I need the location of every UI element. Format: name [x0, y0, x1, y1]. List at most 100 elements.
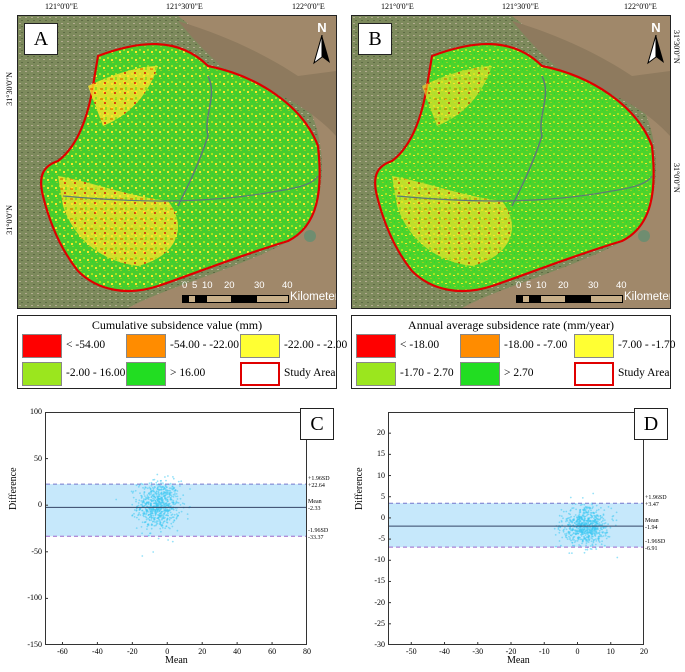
scatter-point — [150, 484, 153, 487]
scatter-point — [572, 519, 575, 521]
map-a-scale-bar: 0 5 10 20 30 40 Kilometers — [182, 280, 336, 306]
scatter-point — [138, 484, 141, 487]
scatter-point — [164, 516, 166, 519]
north-arrow-icon — [647, 34, 664, 65]
scatter-point — [130, 490, 133, 493]
scatter-point — [573, 515, 576, 518]
chart-c-xlabel: Mean — [165, 655, 188, 666]
scatter-point — [164, 511, 166, 514]
scatter-point — [565, 528, 568, 531]
scatter-point — [557, 528, 560, 530]
scatter-point — [160, 499, 163, 502]
legend-label: -54.00 - -22.00 — [170, 339, 239, 351]
legend-label: < -54.00 — [66, 339, 106, 351]
y-tick-label: -150 — [27, 640, 42, 649]
scatter-point — [562, 510, 565, 513]
scatter-point — [153, 518, 156, 521]
legend-swatch — [240, 334, 280, 358]
scatter-point — [562, 530, 565, 533]
scatter-point — [576, 530, 579, 533]
scatter-point — [573, 535, 576, 538]
scatter-point — [562, 517, 564, 520]
scatter-point — [596, 514, 599, 517]
scatter-point — [591, 522, 594, 525]
scatter-point — [157, 495, 160, 497]
scatter-point — [585, 526, 587, 529]
scatter-point — [164, 484, 167, 487]
legend-label: -1.70 - 2.70 — [400, 367, 454, 379]
scale-tick: 30 — [588, 280, 599, 291]
scatter-point — [605, 529, 608, 531]
scatter-point — [158, 503, 161, 506]
legend-swatch — [356, 334, 396, 358]
scatter-point — [578, 521, 581, 524]
scatter-point — [593, 519, 596, 521]
chart-c-svg — [45, 411, 308, 646]
scatter-point — [604, 534, 607, 537]
scatter-point — [186, 518, 189, 520]
scatter-point — [568, 535, 570, 538]
scatter-point — [160, 530, 162, 533]
scatter-point — [141, 532, 143, 535]
scatter-point — [589, 523, 592, 525]
scatter-point — [159, 521, 162, 524]
scatter-point — [179, 504, 182, 506]
scatter-point — [580, 529, 583, 532]
scatter-point — [154, 521, 156, 523]
scatter-point — [164, 497, 166, 500]
scatter-point — [599, 518, 602, 520]
scatter-point — [166, 521, 169, 524]
legend-label: -22.00 - -2.00 — [284, 339, 348, 351]
scatter-point — [150, 493, 153, 495]
scatter-point — [151, 520, 154, 523]
scatter-point — [145, 502, 148, 505]
legend-swatch — [574, 334, 614, 358]
upper-limit-label: +1.96SD +3.47 — [645, 495, 667, 509]
scale-tick: 5 — [192, 280, 198, 291]
x-tick-label: -20 — [126, 647, 138, 656]
scatter-point — [161, 485, 163, 488]
scatter-point — [150, 490, 153, 493]
scatter-point — [157, 491, 160, 494]
scale-tick: 0 — [516, 280, 522, 291]
scatter-point — [165, 514, 167, 517]
x-tick-label: -40 — [439, 647, 450, 656]
scatter-point — [149, 516, 151, 519]
scatter-point — [143, 488, 146, 490]
scatter-point — [155, 490, 158, 492]
scatter-point — [172, 503, 175, 506]
scatter-point — [160, 492, 163, 494]
scatter-point — [146, 528, 148, 530]
map-b-top-coord-3: 122°0'0"E — [624, 2, 657, 11]
scatter-point — [602, 514, 605, 516]
scatter-point — [567, 530, 570, 533]
scatter-point — [560, 508, 563, 511]
scatter-point — [143, 501, 146, 504]
scatter-point — [135, 509, 138, 512]
chart-d-panel-label: D — [634, 408, 668, 440]
scatter-point — [160, 501, 163, 504]
scatter-point — [159, 485, 162, 487]
x-tick-label: 60 — [268, 647, 277, 656]
scatter-point — [171, 501, 173, 504]
scatter-point — [573, 539, 575, 541]
scatter-point — [569, 496, 572, 499]
scatter-point — [152, 479, 154, 481]
scatter-point — [133, 509, 136, 511]
scatter-point — [167, 512, 169, 515]
scatter-point — [580, 517, 582, 519]
scatter-point — [591, 543, 594, 546]
map-a-legend-title: Cumulative subsidence value (mm) — [91, 318, 263, 332]
scatter-point — [597, 523, 599, 525]
scatter-point — [565, 532, 568, 535]
scatter-point — [612, 519, 614, 522]
scatter-point — [595, 504, 598, 507]
scatter-point — [146, 487, 149, 490]
scatter-point — [584, 548, 587, 551]
scatter-point — [162, 507, 165, 510]
scatter-point — [594, 516, 596, 518]
scatter-point — [597, 508, 600, 511]
scatter-point — [143, 511, 145, 513]
scatter-point — [143, 491, 146, 494]
scatter-point — [573, 544, 576, 547]
